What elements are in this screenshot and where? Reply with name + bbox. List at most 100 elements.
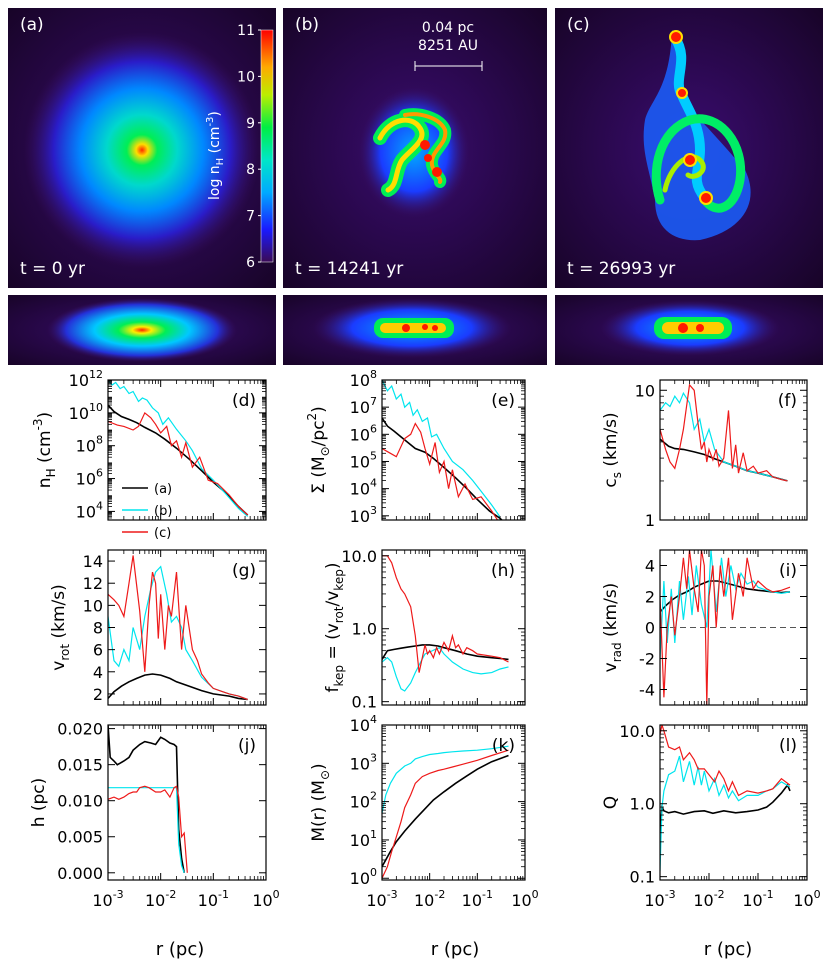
plot-frame bbox=[107, 379, 267, 521]
y-tick-label: 0.005 bbox=[57, 828, 103, 847]
snapshot-c-sink-3 bbox=[683, 153, 697, 167]
y-tick-label: 101 bbox=[350, 828, 377, 850]
panel-j: 10-3 10-2 10-1 100 0.000 0.005 0.010 0.015 0.020… bbox=[29, 720, 280, 910]
snapshot-c-sink-1 bbox=[669, 30, 683, 44]
plot-frame bbox=[659, 724, 808, 881]
series-line-b bbox=[382, 380, 501, 518]
snapshot-c: (c) t = 26993 yr bbox=[555, 8, 823, 288]
series-line-c bbox=[660, 725, 791, 797]
x-tick-label: 10-1 bbox=[742, 888, 773, 910]
colorbar-tick-label: 10 bbox=[237, 69, 255, 85]
snapshot-b-sink-2 bbox=[424, 154, 432, 162]
y-tick-label: 0.015 bbox=[57, 756, 103, 775]
y-tick-label: 103 bbox=[350, 504, 377, 526]
scale-bar-pc: 0.04 pc bbox=[422, 20, 474, 36]
series-line-b bbox=[660, 550, 791, 659]
panel-label: (g) bbox=[232, 561, 256, 581]
y-tick-label: 1010 bbox=[69, 401, 103, 423]
y-tick-label: 6 bbox=[93, 641, 103, 660]
panel-k: 10-3 10-2 10-1 100 100 101 102 103 104 (k) M(r) (M… bbox=[309, 713, 539, 910]
panel-label: (f) bbox=[778, 391, 797, 411]
snapshot-b-time: t = 14241 yr bbox=[295, 259, 403, 279]
colorbar-tick-label: 11 bbox=[237, 23, 255, 39]
y-tick-label: 104 bbox=[350, 713, 377, 735]
series-line-a bbox=[382, 754, 509, 868]
series-line-a bbox=[382, 644, 509, 661]
scale-bar-au: 8251 AU bbox=[418, 38, 478, 54]
series-line-b bbox=[660, 391, 788, 482]
snapshot-b-sink-3 bbox=[432, 167, 442, 177]
y-axis-label: cs (km/s) bbox=[601, 412, 624, 487]
series-line-c bbox=[382, 422, 499, 520]
x-tick-label: 100 bbox=[252, 888, 279, 910]
panel-label: (k) bbox=[492, 736, 515, 756]
y-tick-label: 1 bbox=[645, 511, 655, 530]
y-axis-label: M(r) (M⊙) bbox=[309, 763, 332, 841]
x-tick-label: 10-3 bbox=[644, 888, 675, 910]
series-line-a bbox=[660, 783, 791, 833]
series-line-a bbox=[108, 725, 185, 873]
x-tick-label: 10-2 bbox=[414, 888, 445, 910]
panel-e: 103 104 105 106 107 108 (e) Σ (M⊙/pc2) bbox=[305, 368, 526, 526]
y-tick-label: 1.0 bbox=[352, 620, 377, 639]
series-line-a bbox=[660, 438, 788, 482]
x-axis-label-middle: r (pc) bbox=[431, 939, 480, 960]
series-line-a bbox=[108, 673, 248, 701]
series-line-a bbox=[108, 404, 249, 516]
panel-g: 2 4 6 8 10 12 14 (g) vrot (km/s) bbox=[49, 549, 267, 706]
y-tick-label: 14 bbox=[83, 552, 103, 571]
y-axis-label: Q bbox=[601, 796, 621, 809]
y-tick-label: 108 bbox=[76, 434, 103, 456]
x-tick-label: 100 bbox=[793, 888, 820, 910]
legend-label-b: (b) bbox=[154, 504, 172, 519]
panel-l: 10-3 10-2 10-1 100 0.1 1.0 10.0 (l) Q bbox=[601, 722, 821, 910]
y-tick-label: 106 bbox=[350, 422, 377, 444]
y-tick-label: 2 bbox=[93, 685, 103, 704]
colorbar-tick-label: 8 bbox=[246, 162, 255, 178]
y-tick-label: 1.0 bbox=[630, 795, 655, 814]
series-line-b bbox=[382, 745, 509, 814]
snapshot-c-label: (c) bbox=[567, 15, 590, 35]
snapshot-b-sink-1 bbox=[420, 140, 430, 150]
y-tick-label: -2 bbox=[639, 650, 655, 669]
series-line-c bbox=[382, 555, 509, 673]
series-line-c bbox=[108, 785, 188, 873]
series-line-a bbox=[382, 417, 503, 520]
y-tick-label: 107 bbox=[350, 395, 377, 417]
y-tick-label: 12 bbox=[83, 574, 103, 593]
colorbar-tick-label: 6 bbox=[246, 255, 255, 271]
y-tick-label: 102 bbox=[350, 790, 377, 812]
x-tick-label: 10-1 bbox=[198, 888, 229, 910]
x-axis-label-right: r (pc) bbox=[704, 939, 753, 960]
snapshot-a-label: (a) bbox=[20, 15, 44, 35]
y-tick-label: 104 bbox=[76, 499, 103, 521]
series-line-b bbox=[108, 787, 185, 874]
y-tick-label: -4 bbox=[639, 681, 655, 700]
y-tick-label: 4 bbox=[93, 663, 103, 682]
series-line-b bbox=[382, 646, 509, 692]
y-tick-label: 100 bbox=[350, 866, 377, 888]
series-line-c bbox=[660, 550, 791, 705]
y-tick-label: 1012 bbox=[69, 368, 103, 390]
y-tick-label: 0.020 bbox=[57, 720, 103, 739]
series-line-c bbox=[108, 411, 249, 516]
y-tick-label: 0.010 bbox=[57, 792, 103, 811]
y-tick-label: 8 bbox=[93, 619, 103, 638]
y-tick-label: 0.1 bbox=[630, 868, 655, 887]
colorbar-tick-label: 9 bbox=[246, 116, 255, 132]
panel-label: (i) bbox=[779, 561, 797, 581]
y-tick-label: 10 bbox=[83, 596, 103, 615]
y-tick-label: 4 bbox=[645, 557, 655, 576]
y-tick-label: 0 bbox=[645, 619, 655, 638]
y-tick-label: 0.000 bbox=[57, 864, 103, 883]
edgeon-b bbox=[283, 295, 547, 365]
y-axis-label: vrad (km/s) bbox=[601, 583, 624, 673]
y-axis-label: vrot (km/s) bbox=[49, 584, 72, 670]
colorbar-label: log nH (cm-3) bbox=[205, 111, 226, 200]
snapshot-a-time: t = 0 yr bbox=[20, 259, 85, 279]
colorbar-tick-label: 7 bbox=[246, 209, 255, 225]
y-tick-label: 108 bbox=[350, 368, 377, 390]
x-tick-label: 100 bbox=[511, 888, 538, 910]
series-line-c bbox=[108, 555, 248, 701]
